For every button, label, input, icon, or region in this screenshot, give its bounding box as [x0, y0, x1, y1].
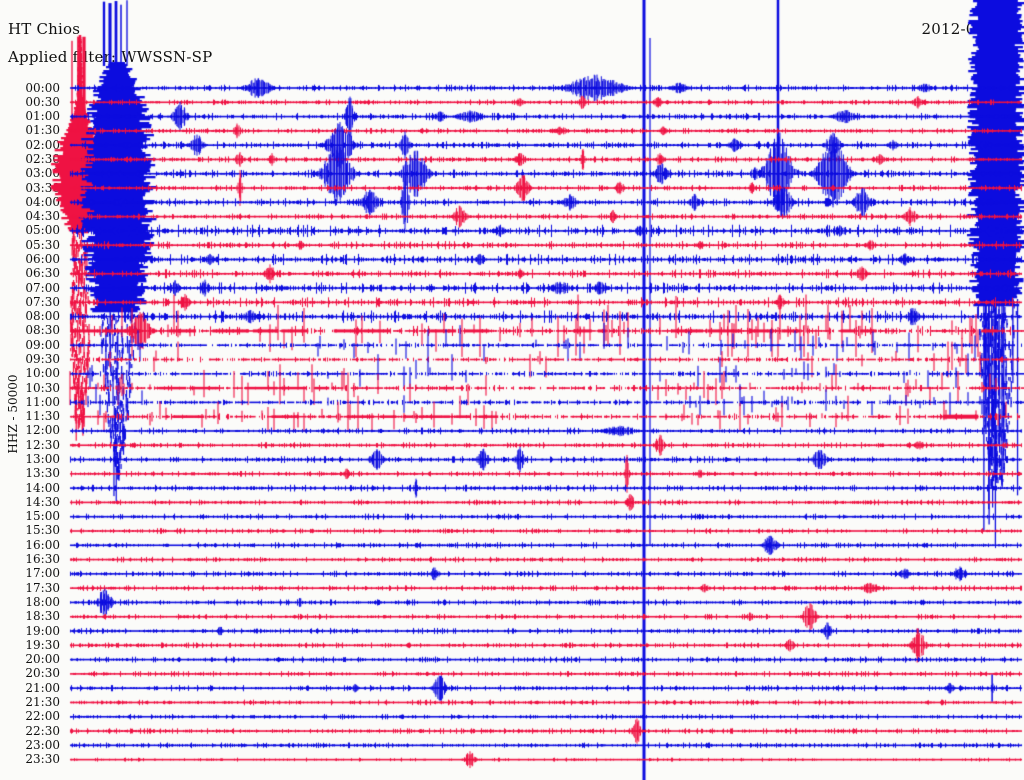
helicorder-page: HT Chios Applied filter: WWSSN-SP 2012-0… — [0, 0, 1024, 780]
helicorder-canvas — [0, 0, 1024, 780]
